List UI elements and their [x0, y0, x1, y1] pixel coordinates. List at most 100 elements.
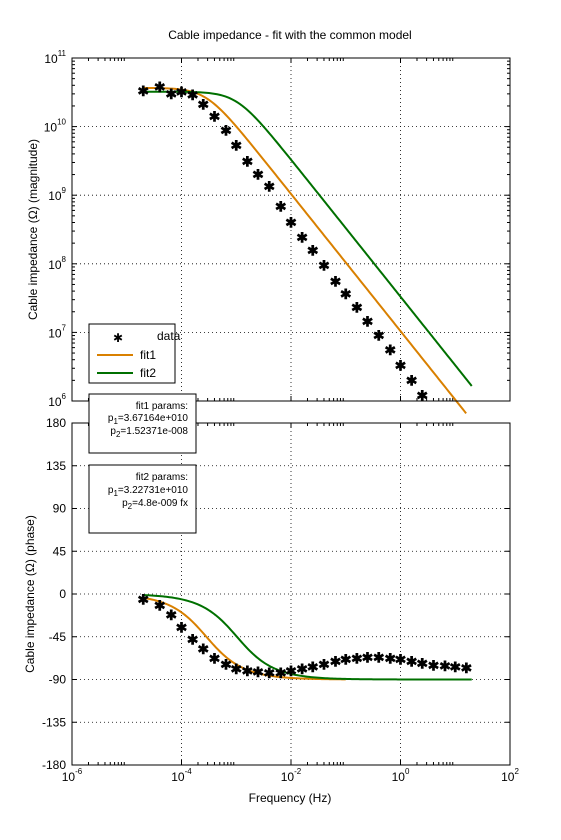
magnitude-y-tick-label: 106	[48, 392, 66, 409]
x-tick-label: 102	[501, 767, 519, 784]
phase-data-point: ✱	[449, 659, 461, 675]
magnitude-data-point: ✱	[176, 84, 188, 100]
phase-data-point: ✱	[406, 653, 418, 669]
magnitude-data-point: ✱	[209, 109, 221, 125]
phase-data-point: ✱	[296, 661, 308, 677]
magnitude-data-point: ✱	[137, 83, 149, 99]
phase-data-point: ✱	[395, 652, 407, 668]
magnitude-data-point: ✱	[197, 96, 209, 112]
phase-data-point: ✱	[373, 650, 385, 666]
magnitude-y-tick-label: 109	[48, 186, 66, 203]
phase-data-point: ✱	[176, 619, 188, 635]
phase-data-point: ✱	[384, 651, 396, 667]
axes-box	[71, 422, 511, 766]
fit1-magnitude-line	[143, 86, 467, 414]
magnitude-data-point: ✱	[230, 138, 242, 154]
magnitude-y-tick-label: 1011	[44, 49, 66, 66]
phase-data-point: ✱	[165, 607, 177, 623]
magnitude-data-point: ✱	[307, 243, 319, 259]
phase-data-point: ✱	[154, 597, 166, 613]
phase-data-point: ✱	[197, 641, 209, 657]
phase-data-point: ✱	[362, 650, 374, 666]
fit2-params-box[interactable]: fit2 params: p1=3.22731e+010 p2=4.8e-009…	[88, 464, 197, 534]
magnitude-data-point: ✱	[275, 199, 287, 215]
magnitude-data-point: ✱	[362, 313, 374, 329]
phase-y-tick-label: 45	[53, 544, 67, 558]
phase-data-point: ✱	[428, 657, 440, 673]
phase-y-tick-label: -45	[49, 630, 67, 644]
x-tick-label: 10-6	[62, 767, 83, 784]
magnitude-data-point: ✱	[154, 79, 166, 95]
legend-fit1-label: fit1	[140, 348, 156, 362]
phase-data-point: ✱	[230, 661, 242, 677]
magnitude-data-point: ✱	[285, 214, 297, 230]
magnitude-data-point: ✱	[318, 257, 330, 273]
x-tick-label: 10-4	[171, 767, 192, 784]
phase-data-point: ✱	[461, 660, 473, 676]
fit2-param-p2: p2=4.8e-009 fx	[122, 498, 188, 511]
magnitude-y-axis-label: Cable impedance (Ω) (magnitude)	[26, 139, 40, 320]
magnitude-data-point: ✱	[242, 153, 254, 169]
fit1-params-heading: fit1 params:	[136, 401, 188, 412]
x-tick-label: 100	[392, 767, 410, 784]
x-tick-label: 10-2	[281, 767, 302, 784]
magnitude-data-point: ✱	[416, 388, 428, 404]
magnitude-data-point: ✱	[340, 286, 352, 302]
phase-y-tick-label: -180	[42, 758, 66, 772]
magnitude-y-tick-label: 107	[48, 323, 66, 340]
magnitude-data-point: ✱	[373, 328, 385, 344]
phase-y-tick-label: -135	[42, 715, 66, 729]
magnitude-data-point: ✱	[220, 122, 232, 138]
phase-data-point: ✱	[275, 665, 287, 681]
fit2-params-frame	[88, 464, 197, 534]
fit1-param-p1: p1=3.67164e+010	[108, 413, 189, 426]
fit1-params-box[interactable]: fit1 params: p1=3.67164e+010 p2=1.52371e…	[88, 393, 197, 454]
phase-data-point: ✱	[220, 656, 232, 672]
x-axis-label: Frequency (Hz)	[249, 791, 332, 805]
fit1-phase-line	[143, 596, 346, 681]
legend-data-label: data	[157, 329, 181, 343]
fit2-params-heading: fit2 params:	[136, 472, 188, 483]
phase-data-point: ✱	[307, 659, 319, 675]
phase-data-point: ✱	[263, 665, 275, 681]
phase-y-tick-label: 135	[46, 459, 66, 473]
figure-title: Cable impedance - fit with the common mo…	[168, 28, 411, 42]
axes-box	[71, 57, 511, 402]
magnitude-data-point: ✱	[187, 87, 199, 103]
phase-data-point: ✱	[137, 592, 149, 608]
legend-fit2-label: fit2	[140, 366, 156, 380]
phase-data-point: ✱	[187, 632, 199, 648]
magnitude-data-point: ✱	[351, 300, 363, 316]
magnitude-data-point: ✱	[165, 86, 177, 102]
fit2-magnitude-line	[143, 90, 473, 387]
phase-data-point: ✱	[351, 651, 363, 667]
phase-data-point: ✱	[416, 655, 428, 671]
phase-data-point: ✱	[252, 664, 264, 680]
magnitude-data-point: ✱	[395, 357, 407, 373]
phase-y-tick-label: 0	[59, 587, 66, 601]
fit2-phase-line	[143, 594, 472, 681]
magnitude-data-point: ✱	[330, 274, 342, 290]
phase-y-axis-label: Cable impedance (Ω) (phase)	[23, 515, 37, 673]
fit1-param-p2: p2=1.52371e-008	[110, 426, 188, 439]
phase-data-point: ✱	[330, 653, 342, 669]
phase-data-point: ✱	[340, 652, 352, 668]
legend-data-marker: ✱	[113, 331, 123, 345]
magnitude-data-point: ✱	[252, 167, 264, 183]
phase-data-point: ✱	[439, 658, 451, 674]
fit2-param-p1: p1=3.22731e+010	[108, 485, 189, 498]
magnitude-y-tick-label: 108	[48, 255, 66, 272]
legend[interactable]: ✱ data fit1 fit2	[88, 323, 181, 384]
magnitude-data-point: ✱	[384, 342, 396, 358]
phase-data-point: ✱	[242, 663, 254, 679]
phase-data-point: ✱	[209, 651, 221, 667]
phase-y-tick-label: 180	[46, 416, 66, 430]
phase-data-point: ✱	[285, 663, 297, 679]
phase-y-tick-label: 90	[53, 502, 67, 516]
phase-y-tick-label: -90	[49, 673, 67, 687]
magnitude-data-point: ✱	[296, 230, 308, 246]
magnitude-data-point: ✱	[406, 372, 418, 388]
magnitude-y-tick-label: 1010	[44, 118, 67, 135]
fit1-params-frame	[88, 393, 197, 454]
